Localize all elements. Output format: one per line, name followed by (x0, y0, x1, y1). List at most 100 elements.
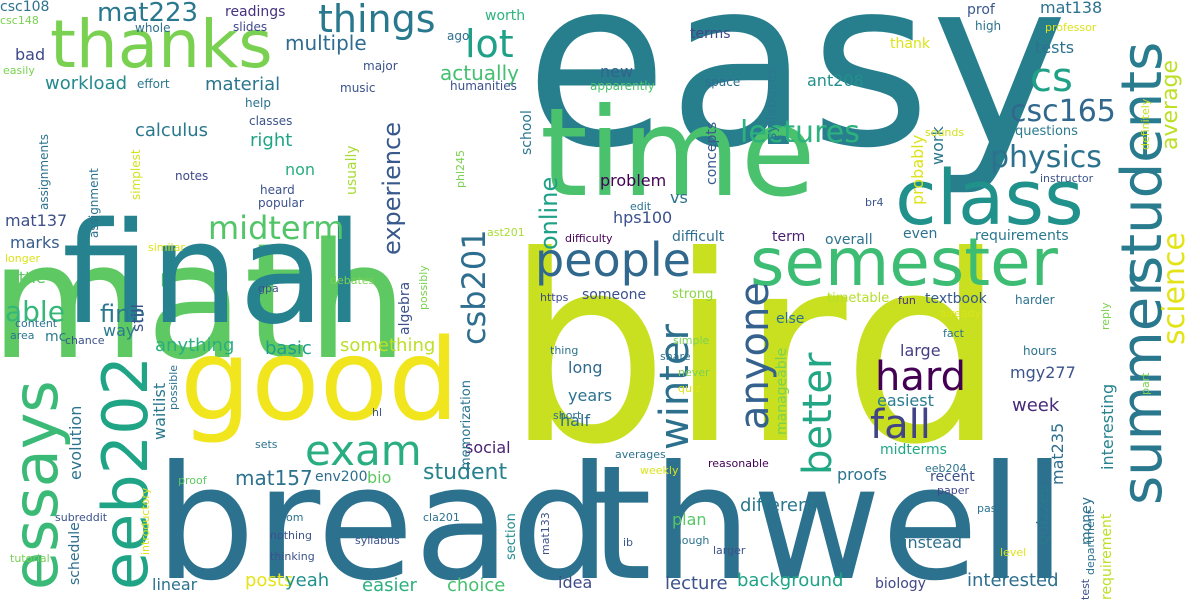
word-vs: vs (670, 188, 688, 207)
word-humanities: humanities (450, 79, 517, 93)
word-right: right (250, 130, 293, 151)
word-paper: paper (937, 484, 969, 497)
word-problem: problem (600, 171, 667, 190)
word-anyone: anyone (732, 282, 778, 430)
word-time: time (540, 82, 816, 224)
word-past: past (977, 502, 1001, 515)
word-harder: harder (1015, 293, 1055, 307)
word-area: area (10, 329, 35, 342)
word-csc165: csc165 (1010, 94, 1116, 129)
word-section: section (504, 513, 519, 560)
word-apparently: apparently (590, 79, 655, 93)
word-https: https (540, 291, 569, 304)
word-room: room (275, 511, 304, 524)
word-mc: mc (45, 329, 67, 345)
word-difficulty: difficulty (565, 232, 613, 245)
word-posts: posts (245, 570, 294, 591)
word-social: social (465, 438, 511, 457)
word-already: already (940, 307, 982, 320)
word-anything: anything (155, 335, 235, 356)
word-ant208: ant208 (807, 71, 864, 90)
word-midterms: midterms (880, 442, 947, 458)
word-content: content (15, 317, 58, 330)
word-hours: hours (1023, 344, 1057, 358)
word-usually: usually (344, 145, 360, 195)
word-eeb204: eeb204 (925, 462, 967, 475)
word-mat138: mat138 (1040, 0, 1103, 17)
word-half: half (560, 411, 591, 430)
word-tutorial: tutorial (10, 552, 50, 565)
word-things: things (318, 0, 436, 41)
word-high: high (975, 19, 1002, 33)
word-better: better (795, 352, 841, 475)
word-thanks: thanks (50, 6, 273, 83)
word-years: years (568, 386, 613, 405)
word-br4: br4 (865, 196, 884, 209)
word-larger: larger (713, 544, 746, 557)
word-linear: linear (152, 575, 198, 594)
word-weekly: weekly (640, 464, 679, 477)
word-large: large (900, 341, 941, 360)
word-choice: choice (447, 575, 506, 596)
word-mgy277: mgy277 (1010, 363, 1076, 382)
word-notes: notes (175, 169, 209, 183)
word-hard: hard (875, 354, 966, 400)
word-test: test (1079, 578, 1092, 600)
word-reply: reply (1099, 302, 1112, 330)
word-hps100: hps100 (613, 208, 673, 227)
word-assignment: assignment (87, 168, 101, 238)
word-probably: probably (908, 134, 927, 205)
word-terms: terms (690, 26, 731, 42)
word-ast201: ast201 (487, 226, 525, 239)
word-way: way (103, 321, 136, 340)
word-easier: easier (362, 575, 417, 596)
word-popular: popular (258, 196, 304, 210)
word-thank: thank (890, 36, 930, 52)
word-interesting: interesting (1098, 383, 1117, 470)
word-midterm: midterm (208, 209, 345, 247)
word-space: space (705, 75, 741, 89)
word-thwell: thwell (590, 432, 1067, 600)
word-lot: lot (465, 22, 514, 66)
word-phl245: phl245 (454, 149, 467, 188)
word-evolution: evolution (66, 405, 85, 480)
word-env200: env200 (315, 469, 368, 485)
word-assignments: assignments (37, 133, 51, 210)
word-mat157: mat157 (235, 466, 313, 490)
word-classes: classes (249, 114, 293, 128)
word-readings: readings (225, 4, 286, 20)
word-quizzes: quizzes (1033, 485, 1052, 545)
word-able: able (5, 295, 65, 328)
word-ib: ib (623, 536, 634, 549)
word-new: new (600, 62, 634, 81)
word-online: online (535, 176, 563, 250)
word-textbook: textbook (925, 291, 987, 307)
word-professor: professor (1045, 21, 1097, 34)
word-syllabuses: syllabuses (764, 67, 780, 140)
word-simple: simple (673, 334, 710, 347)
word-idea: idea (558, 573, 593, 592)
word-school: school (519, 110, 535, 155)
word-someone: someone (582, 287, 647, 303)
word-semester: semester (750, 224, 1058, 301)
word-proofs: proofs (837, 465, 887, 484)
word-definitely: definitely (1139, 98, 1152, 150)
word-simplest: simplest (129, 149, 143, 200)
word-sounds: sounds (925, 126, 965, 139)
word-reasonable: reasonable (708, 457, 769, 470)
word-possible: possible (167, 364, 180, 410)
word-average: average (1158, 59, 1183, 150)
word-science: science (1157, 232, 1192, 345)
word-easy: easy (525, 0, 1069, 199)
word-bad: bad (15, 45, 46, 64)
word-edit: edit (630, 200, 652, 213)
word-memorization: memorization (459, 380, 474, 470)
word-effort: effort (137, 77, 170, 91)
word-multiple: multiple (285, 31, 367, 55)
word-non: non (285, 160, 316, 179)
word-strong: strong (672, 287, 714, 302)
word-people: people (535, 233, 691, 287)
word-help: help (245, 96, 271, 110)
word-interested: interested (967, 570, 1059, 591)
word-good: good (180, 316, 460, 446)
